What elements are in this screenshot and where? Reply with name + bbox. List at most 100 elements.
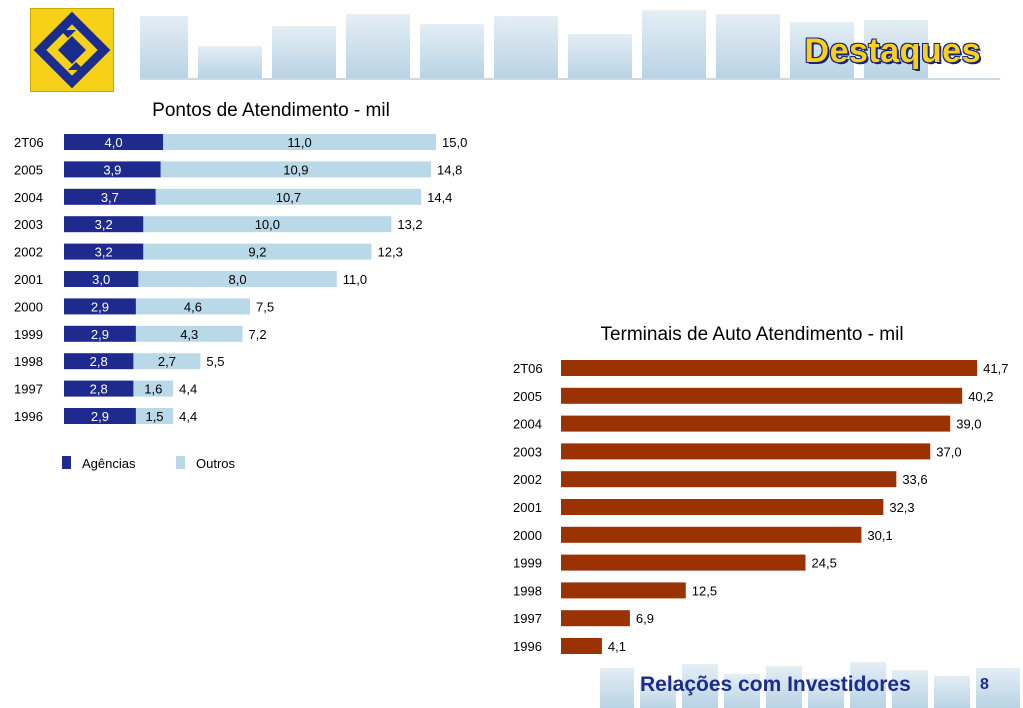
footer-label: Relações com Investidores	[640, 673, 911, 696]
bar-agencias	[64, 188, 156, 205]
category-label: 2001	[513, 500, 542, 515]
header-decoration	[140, 10, 1000, 80]
data-label: 40,2	[968, 389, 993, 404]
page-title: Destaques	[804, 32, 981, 70]
data-label-total: 7,2	[249, 327, 267, 342]
bar-terminais	[561, 638, 602, 654]
data-label-total: 5,5	[206, 354, 224, 369]
bar-outros	[135, 325, 243, 342]
data-label-agencias: 4,0	[105, 135, 123, 150]
category-label: 2005	[14, 162, 43, 177]
data-label-outros: 4,6	[184, 299, 202, 314]
bar-agencias	[64, 161, 161, 178]
data-label-outros: 10,0	[255, 217, 280, 232]
category-label: 2003	[14, 217, 43, 232]
category-label: 2T06	[14, 135, 44, 150]
data-label-agencias: 3,0	[92, 272, 110, 287]
bar-outros	[138, 271, 337, 287]
bar-agencias	[64, 271, 139, 287]
category-label: 2T06	[513, 361, 543, 376]
data-label: 4,1	[608, 639, 626, 654]
legend-swatch-outros	[176, 456, 185, 469]
bar-terminais	[561, 360, 978, 376]
data-label: 41,7	[983, 361, 1008, 376]
data-label: 30,1	[867, 528, 892, 543]
data-label-total: 12,3	[378, 245, 403, 260]
bar-terminais	[561, 610, 630, 627]
bar-terminais	[561, 415, 951, 432]
category-label: 2002	[14, 245, 43, 260]
data-label-outros: 4,3	[180, 327, 198, 342]
bar-outros	[143, 243, 372, 260]
bar-outros	[133, 353, 201, 370]
category-label: 2000	[14, 299, 43, 314]
bar-outros	[135, 408, 174, 424]
bar-terminais	[561, 499, 884, 515]
data-label-outros: 1,5	[145, 409, 163, 424]
data-label-outros: 8,0	[229, 272, 247, 287]
data-label-total: 4,4	[179, 409, 197, 424]
data-label-agencias: 3,7	[101, 190, 119, 205]
legend-swatch-agencias	[62, 456, 71, 469]
data-label-agencias: 2,9	[91, 327, 109, 342]
data-label: 39,0	[956, 417, 981, 432]
category-label: 1997	[14, 382, 43, 397]
data-label-outros: 10,9	[283, 162, 308, 177]
data-label-total: 15,0	[442, 135, 467, 150]
bar-outros	[163, 134, 436, 150]
bar-outros	[160, 161, 432, 178]
chart-pontos-de-atendimento: Pontos de Atendimento - mil 2T06 4,0 11,0 1…	[14, 100, 467, 471]
data-label-outros: 9,2	[248, 245, 266, 260]
chart-terminais-auto-atendimento: Terminais de Auto Atendimento - mil 2T06…	[513, 324, 1008, 654]
data-label: 37,0	[936, 444, 961, 459]
category-label: 2001	[14, 272, 43, 287]
data-label-total: 14,8	[437, 162, 462, 177]
data-label-total: 7,5	[256, 299, 274, 314]
category-label: 2004	[513, 417, 542, 432]
category-label: 1998	[513, 583, 542, 598]
category-label: 2005	[513, 389, 542, 404]
data-label: 6,9	[636, 611, 654, 626]
banco-do-brasil-logo-icon	[30, 8, 114, 92]
page-number: 8	[980, 676, 989, 693]
bar-terminais	[561, 526, 862, 543]
category-label: 1999	[513, 556, 542, 571]
bar-terminais	[561, 554, 806, 571]
data-label-outros: 1,6	[144, 382, 162, 397]
data-label-total: 14,4	[427, 190, 452, 205]
category-label: 2000	[513, 528, 542, 543]
data-label-agencias: 2,9	[91, 299, 109, 314]
bar-agencias	[64, 408, 136, 424]
data-label: 33,6	[902, 472, 927, 487]
bar-terminais	[561, 443, 931, 460]
category-label: 1998	[14, 354, 43, 369]
bar-terminais	[561, 387, 963, 404]
bar-agencias	[64, 353, 134, 370]
data-label-outros: 10,7	[276, 190, 301, 205]
data-label-agencias: 2,8	[90, 354, 108, 369]
bar-outros	[155, 188, 422, 205]
data-label-agencias: 2,9	[91, 409, 109, 424]
footer-decoration	[600, 662, 1020, 708]
legend-label-outros: Outros	[196, 456, 236, 471]
bar-agencias	[64, 134, 164, 150]
bar-terminais	[561, 471, 897, 488]
category-label: 1999	[14, 327, 43, 342]
data-label-agencias: 3,9	[103, 162, 121, 177]
category-label: 1996	[14, 409, 43, 424]
chart-title: Pontos de Atendimento - mil	[152, 100, 390, 121]
bar-agencias	[64, 325, 136, 342]
data-label-total: 13,2	[397, 217, 422, 232]
data-label-total: 4,4	[179, 382, 197, 397]
bar-agencias	[64, 380, 134, 397]
data-label-outros: 11,0	[287, 135, 311, 150]
data-label-agencias: 3,2	[95, 217, 113, 232]
legend-label-agencias: Agências	[82, 456, 136, 471]
data-label-agencias: 3,2	[95, 245, 113, 260]
category-label: 1996	[513, 639, 542, 654]
data-label: 12,5	[692, 583, 717, 598]
bar-agencias	[64, 243, 144, 260]
data-label-total: 11,0	[343, 272, 367, 287]
data-label: 24,5	[812, 556, 837, 571]
category-label: 2004	[14, 190, 43, 205]
